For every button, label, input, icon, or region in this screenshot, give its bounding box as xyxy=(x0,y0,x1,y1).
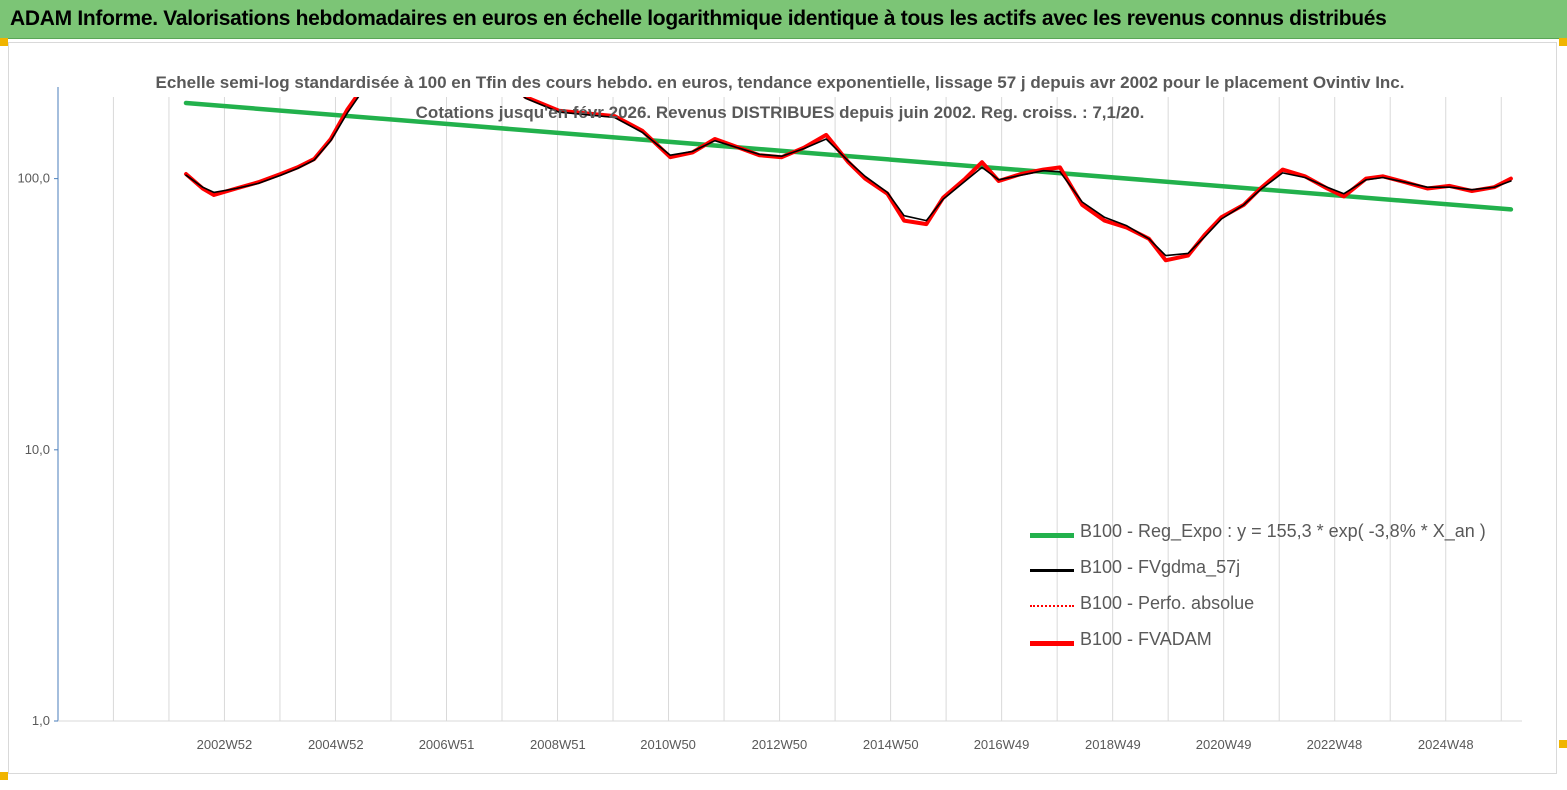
x-tick-label: 2018W49 xyxy=(1085,737,1141,752)
legend-swatch-fvadam xyxy=(1030,641,1074,646)
x-tick-label: 2010W50 xyxy=(640,737,696,752)
series-line-fvgdma xyxy=(185,97,1512,257)
series-line-regression xyxy=(183,100,1514,212)
corner-marker-top-right xyxy=(1559,38,1567,46)
y-tick-label: 100,0 xyxy=(17,171,50,186)
corner-marker-bottom-left xyxy=(0,772,8,780)
legend-item-fvadam: B100 - FVADAM xyxy=(1030,626,1530,662)
axes: 1,0 10,0 100,0 2002W52 2004W52 2006W51 2008W51… xyxy=(17,87,1522,752)
legend-label-perfo: B100 - Perfo. absolue xyxy=(1080,593,1255,613)
x-tick-label: 2002W52 xyxy=(197,737,253,752)
chart-legend: B100 - Reg_Expo : y = 155,3 * exp( -3,8%… xyxy=(1030,518,1530,662)
legend-swatch-regression xyxy=(1030,533,1074,538)
report-banner-title: ADAM Informe. Valorisations hebdomadaire… xyxy=(10,7,1387,30)
series-lines xyxy=(183,97,1514,263)
corner-marker-bottom-right xyxy=(1559,740,1567,748)
x-tick-label: 2024W48 xyxy=(1418,737,1474,752)
corner-marker-top-left xyxy=(0,38,8,46)
x-tick-label: 2014W50 xyxy=(863,737,919,752)
grid-lines xyxy=(112,97,1502,721)
chart-title: Echelle semi-log standardisée à 100 en T… xyxy=(155,73,1405,122)
legend-label-fvadam: B100 - FVADAM xyxy=(1080,629,1212,649)
x-tick-label: 2016W49 xyxy=(974,737,1030,752)
chart-area xyxy=(8,42,1557,774)
legend-label-fvgdma: B100 - FVgdma_57j xyxy=(1080,557,1241,577)
legend-swatch-perfo xyxy=(1030,605,1074,607)
x-tick-label: 2022W48 xyxy=(1307,737,1363,752)
legend-label-regression: B100 - Reg_Expo : y = 155,3 * exp( -3,8%… xyxy=(1080,521,1486,541)
x-tick-label: 2006W51 xyxy=(419,737,475,752)
y-tick-label: 10,0 xyxy=(25,442,50,457)
legend-swatch-fvgdma xyxy=(1030,569,1074,572)
y-tick-label: 1,0 xyxy=(32,713,50,728)
x-tick-label: 2008W51 xyxy=(530,737,586,752)
legend-item-regression: B100 - Reg_Expo : y = 155,3 * exp( -3,8%… xyxy=(1030,518,1530,554)
legend-item-perfo: B100 - Perfo. absolue xyxy=(1030,590,1530,626)
x-tick-label: 2012W50 xyxy=(752,737,808,752)
x-tick-label: 2020W49 xyxy=(1196,737,1252,752)
x-tick-label: 2004W52 xyxy=(308,737,364,752)
legend-item-fvgdma: B100 - FVgdma_57j xyxy=(1030,554,1530,590)
report-banner: ADAM Informe. Valorisations hebdomadaire… xyxy=(0,0,1567,39)
